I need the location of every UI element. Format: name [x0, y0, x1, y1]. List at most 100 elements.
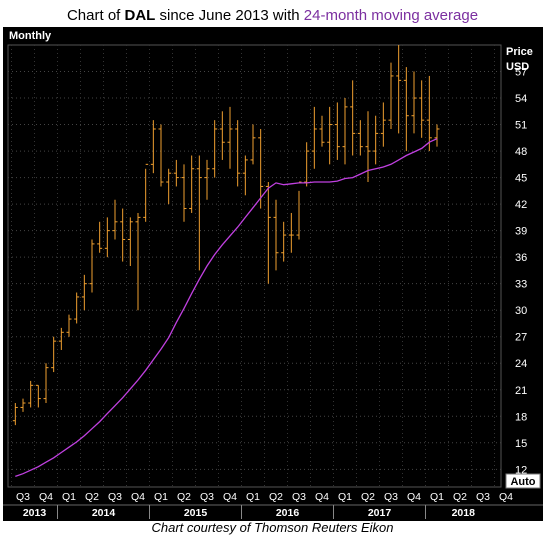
- x-quarter-label: Q3: [200, 491, 214, 503]
- auto-button[interactable]: Auto: [505, 473, 541, 489]
- x-quarter-label: Q4: [407, 491, 421, 503]
- ohlc-bar: [196, 155, 202, 271]
- x-year-label: 2018: [452, 507, 476, 519]
- x-quarter-label: Q4: [131, 491, 145, 503]
- currency-label: USD: [506, 61, 529, 73]
- y-tick-label: 48: [515, 146, 527, 158]
- ohlc-bar: [20, 398, 26, 412]
- x-year-label: 2015: [184, 507, 208, 519]
- ohlc-bar: [120, 208, 126, 262]
- x-quarter-label: Q2: [361, 491, 375, 503]
- x-axis: Q3 Q4 Q1 Q2 Q3 Q4 Q1 Q2 Q3 Q4 Q1 Q2 Q3 Q4 Q1 Q2 Q3 Q4 Q1 Q2…: [3, 491, 543, 519]
- y-tick-label: 24: [515, 358, 527, 370]
- ohlc-bar: [112, 199, 118, 240]
- ohlc-bar: [403, 67, 409, 152]
- ohlc-bar: [204, 159, 210, 200]
- y-tick-label: 30: [515, 305, 527, 317]
- ohlc-bar: [434, 124, 440, 147]
- ohlc-bar: [250, 124, 256, 165]
- y-tick-label: 33: [515, 279, 527, 291]
- x-year-label: 2017: [368, 507, 392, 519]
- ohlc-bar: [51, 336, 57, 373]
- x-quarter-label: Q1: [430, 491, 444, 503]
- ohlc-bar: [104, 217, 110, 258]
- x-quarter-label: Q1: [62, 491, 76, 503]
- ohlc-bar: [173, 159, 179, 187]
- ohlc-bar: [311, 106, 317, 169]
- ohlc-bar: [66, 314, 72, 337]
- ohlc-bar: [296, 181, 302, 240]
- y-tick-label: 51: [515, 120, 527, 132]
- ohlc-bar: [127, 217, 133, 266]
- ohlc-bar: [342, 98, 348, 165]
- ohlc-bar: [212, 120, 218, 178]
- ohlc-bar: [273, 199, 279, 271]
- y-tick-label: 36: [515, 252, 527, 264]
- ohlc-bar: [411, 71, 417, 134]
- y-tick-label: 18: [515, 411, 527, 423]
- chart-credit: Chart courtesy of Thomson Reuters Eikon: [151, 520, 394, 535]
- ohlc-bar: [304, 142, 310, 187]
- ohlc-bar: [350, 80, 356, 156]
- ohlc-bar: [135, 212, 141, 311]
- x-quarter-label: Q4: [39, 491, 53, 503]
- ohlc-bar: [89, 239, 95, 293]
- ohlc-bars: [12, 45, 440, 426]
- ohlc-bar: [12, 403, 18, 426]
- x-quarter-label: Q3: [292, 491, 306, 503]
- x-quarter-label: Q3: [476, 491, 490, 503]
- y-axis: 12 15 18 21 24 27 30 33 36 39 42 45 48 51 54 57: [515, 67, 527, 477]
- ohlc-bar: [28, 380, 34, 408]
- x-quarter-label: Q3: [108, 491, 122, 503]
- ohlc-bar: [288, 212, 294, 253]
- title-prefix: Chart of: [66, 7, 125, 24]
- ohlc-bar: [281, 221, 287, 262]
- x-quarter-label: Q1: [338, 491, 352, 503]
- ohlc-bar: [396, 45, 402, 134]
- y-tick-label: 27: [515, 332, 527, 344]
- x-quarter-label: Q2: [453, 491, 467, 503]
- title-ticker: DAL: [124, 7, 156, 24]
- chart-title: Chart of DAL since June 2013 with 24-mon…: [0, 7, 545, 24]
- ohlc-bar: [43, 363, 49, 404]
- x-quarter-label: Q1: [154, 491, 168, 503]
- x-year-label: 2013: [23, 507, 47, 519]
- ohlc-bar: [227, 106, 233, 169]
- y-tick-label: 15: [515, 438, 527, 450]
- x-quarter-label: Q2: [269, 491, 283, 503]
- y-tick-label: 39: [515, 226, 527, 238]
- ohlc-bar: [35, 384, 41, 408]
- title-middle: since June 2013 with: [155, 7, 304, 24]
- x-quarter-label: Q4: [223, 491, 237, 503]
- y-tick-label: 57: [515, 67, 527, 79]
- y-tick-label: 12: [515, 464, 527, 476]
- ohlc-bar: [265, 182, 271, 284]
- auto-label: Auto: [510, 476, 535, 488]
- ohlc-bar: [242, 155, 248, 196]
- ohlc-bar: [58, 327, 64, 350]
- ohlc-bar: [373, 115, 379, 165]
- y-tick-label: 21: [515, 385, 527, 397]
- x-quarter-label: Q4: [499, 491, 513, 503]
- ohlc-bar: [327, 106, 333, 165]
- grid: [7, 44, 502, 488]
- moving-average-line: [15, 138, 438, 478]
- ohlc-bar: [319, 115, 325, 147]
- ohlc-bar: [380, 102, 386, 147]
- ohlc-bar: [334, 102, 340, 160]
- ohlc-bar: [150, 120, 156, 174]
- ohlc-bar: [235, 120, 241, 187]
- frequency-label: Monthly: [9, 30, 52, 42]
- x-year-label: 2014: [92, 507, 116, 519]
- ohlc-bar: [426, 75, 432, 152]
- ohlc-bar: [158, 124, 164, 187]
- y-tick-label: 42: [515, 199, 527, 211]
- ohlc-bar: [81, 274, 87, 311]
- ohlc-bar: [74, 292, 80, 324]
- ohlc-bar: [388, 62, 394, 129]
- x-quarter-label: Q2: [85, 491, 99, 503]
- auto-button-bg: [505, 473, 541, 489]
- title-highlight: 24-month moving average: [303, 7, 479, 24]
- x-quarter-label: Q3: [384, 491, 398, 503]
